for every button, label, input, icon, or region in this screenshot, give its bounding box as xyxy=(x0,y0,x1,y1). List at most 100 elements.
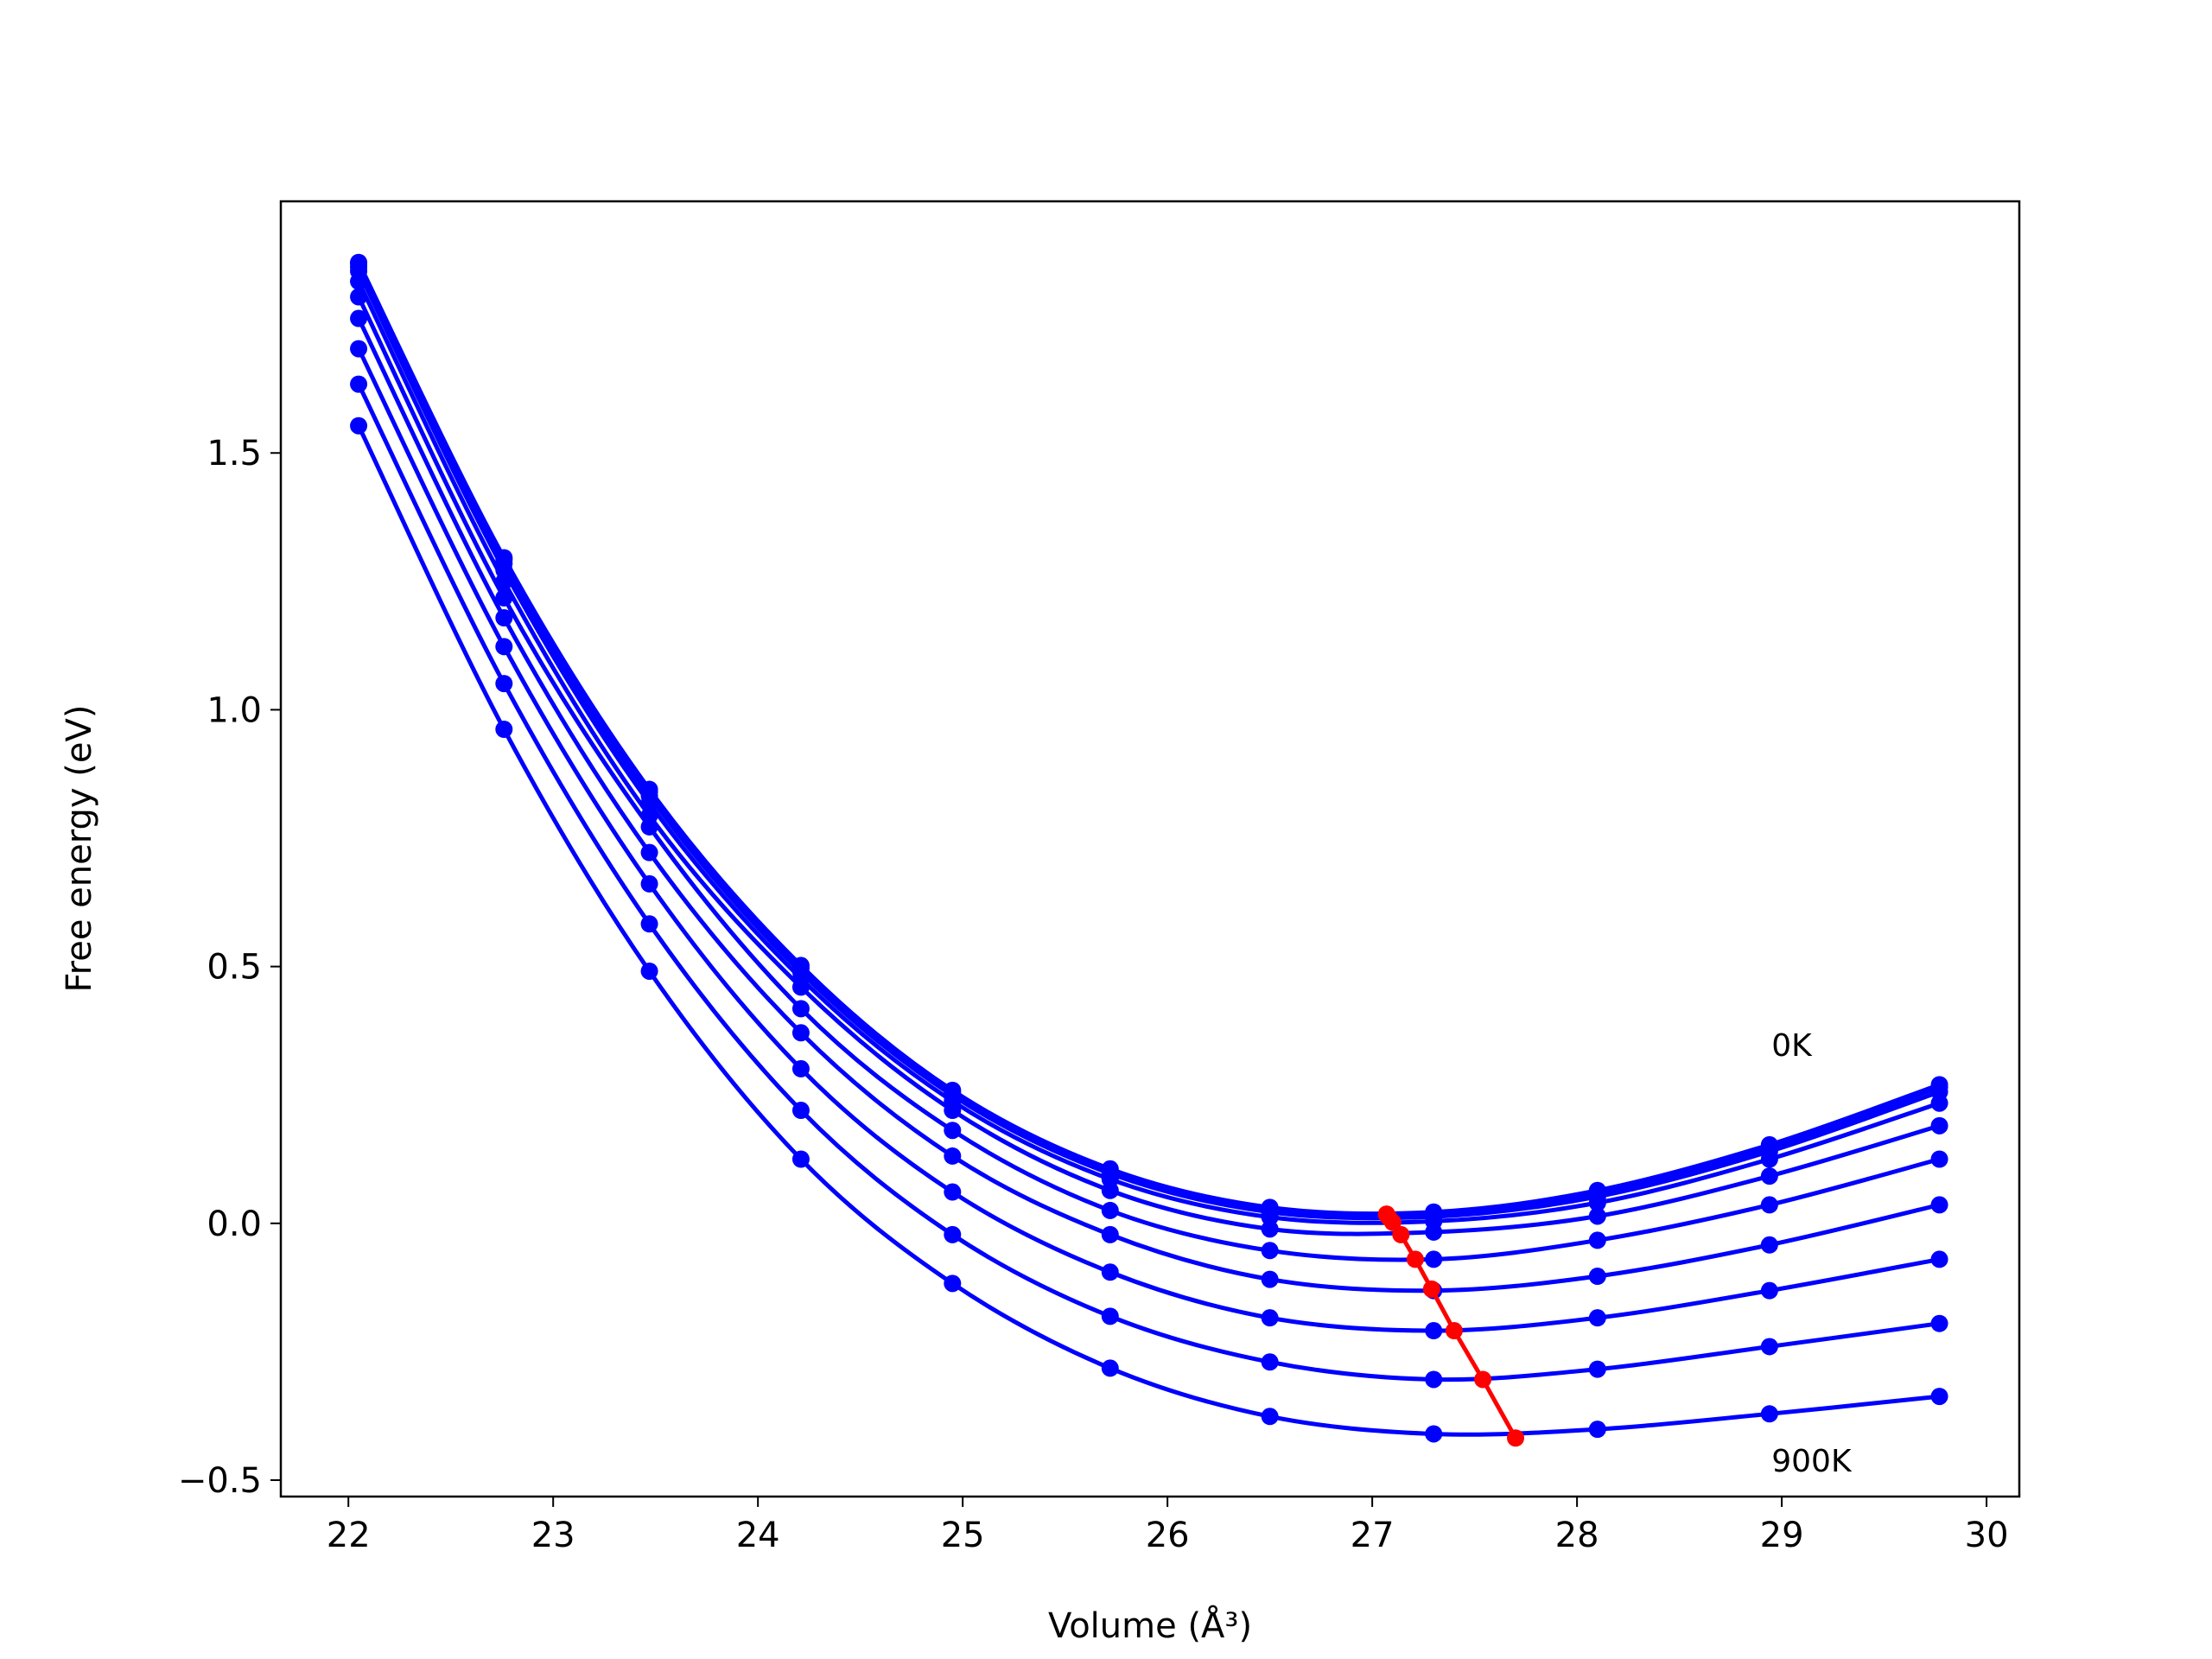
x-tick-label: 30 xyxy=(1965,1516,2009,1555)
series-line xyxy=(356,265,1941,1221)
data-point xyxy=(1425,1250,1443,1268)
data-point xyxy=(495,638,513,656)
series-line xyxy=(356,270,1941,1225)
data-point xyxy=(640,817,658,836)
data-point xyxy=(1588,1360,1606,1378)
data-point xyxy=(350,416,368,435)
data-point xyxy=(1760,1167,1778,1185)
data-point xyxy=(1930,1094,1948,1112)
data-point xyxy=(1261,1309,1279,1327)
data-point xyxy=(1930,1250,1948,1268)
data-point xyxy=(1261,1270,1279,1288)
data-point xyxy=(1392,1225,1410,1243)
data-point xyxy=(1261,1208,1279,1226)
data-point xyxy=(640,843,658,861)
data-point xyxy=(1507,1429,1525,1447)
data-point xyxy=(1101,1263,1119,1281)
data-point xyxy=(1261,1353,1279,1371)
data-point xyxy=(1101,1225,1119,1243)
x-tick-label: 28 xyxy=(1555,1516,1599,1555)
series-line xyxy=(356,347,1941,1333)
data-point xyxy=(791,1024,810,1042)
y-tick-label: −0.5 xyxy=(178,1461,262,1501)
annotation: 900K xyxy=(1771,1444,1853,1479)
data-point xyxy=(1261,1408,1279,1426)
series-line xyxy=(356,424,1940,1437)
data-point xyxy=(1588,1231,1606,1249)
data-point xyxy=(1760,1236,1778,1254)
y-tick-label: 1.5 xyxy=(207,434,262,474)
x-tick-label: 27 xyxy=(1351,1516,1395,1555)
data-point xyxy=(1930,1196,1948,1214)
data-point xyxy=(944,1147,962,1165)
data-point xyxy=(1930,1150,1948,1168)
x-tick-label: 25 xyxy=(941,1516,985,1555)
data-point xyxy=(1406,1250,1424,1268)
data-point xyxy=(1474,1370,1492,1389)
data-point xyxy=(1760,1405,1778,1423)
data-point xyxy=(1261,1220,1279,1238)
x-tick-label: 26 xyxy=(1146,1516,1190,1555)
data-point xyxy=(791,978,810,996)
data-point xyxy=(1588,1309,1606,1327)
y-axis-label: Free energy (eV) xyxy=(60,705,99,993)
data-point xyxy=(1422,1280,1440,1298)
data-point xyxy=(791,1102,810,1120)
data-point xyxy=(1261,1242,1279,1260)
data-point xyxy=(791,1000,810,1018)
plot-frame xyxy=(279,200,2021,1498)
x-axis-label: Volume (Å³) xyxy=(1048,1605,1252,1646)
data-point xyxy=(944,1274,962,1293)
data-point xyxy=(350,340,368,358)
data-point xyxy=(1425,1322,1443,1340)
x-tick-label: 24 xyxy=(736,1516,780,1555)
x-tick-label: 29 xyxy=(1760,1516,1804,1555)
data-point xyxy=(944,1122,962,1140)
data-point xyxy=(1383,1213,1402,1231)
data-point xyxy=(640,874,658,893)
data-point xyxy=(1101,1201,1119,1219)
series-line xyxy=(356,383,1940,1382)
data-point xyxy=(1588,1207,1606,1225)
data-point xyxy=(495,588,513,607)
data-point xyxy=(1760,1196,1778,1214)
data-point xyxy=(495,609,513,627)
data-point xyxy=(1930,1314,1948,1332)
series-line xyxy=(356,296,1941,1262)
data-point xyxy=(1760,1338,1778,1356)
data-point xyxy=(791,1150,810,1168)
data-point xyxy=(640,962,658,980)
data-point xyxy=(495,675,513,693)
data-point xyxy=(1425,1223,1443,1241)
data-point xyxy=(640,915,658,933)
data-point xyxy=(1760,1281,1778,1300)
series-line xyxy=(356,317,1941,1294)
y-tick-label: 0.0 xyxy=(207,1205,262,1244)
data-point xyxy=(944,1225,962,1243)
data-point xyxy=(1101,1181,1119,1199)
data-point xyxy=(1588,1194,1606,1212)
data-point xyxy=(1425,1425,1443,1443)
data-point xyxy=(944,1102,962,1120)
data-point xyxy=(1930,1116,1948,1135)
data-point xyxy=(350,375,368,393)
data-point xyxy=(1930,1388,1948,1406)
data-point xyxy=(944,1183,962,1201)
data-point xyxy=(350,272,368,290)
data-point xyxy=(791,1059,810,1077)
data-point xyxy=(1101,1307,1119,1325)
y-tick-label: 0.5 xyxy=(207,948,262,988)
annotation: 0K xyxy=(1771,1028,1813,1064)
x-tick-label: 22 xyxy=(327,1516,371,1555)
data-point xyxy=(1588,1268,1606,1286)
data-point xyxy=(350,288,368,306)
data-point xyxy=(350,309,368,327)
series-line xyxy=(356,280,1941,1236)
data-point xyxy=(1588,1421,1606,1439)
data-point xyxy=(1101,1359,1119,1377)
y-tick-label: 1.0 xyxy=(207,690,262,730)
data-point xyxy=(1445,1322,1463,1340)
data-point xyxy=(1425,1370,1443,1389)
